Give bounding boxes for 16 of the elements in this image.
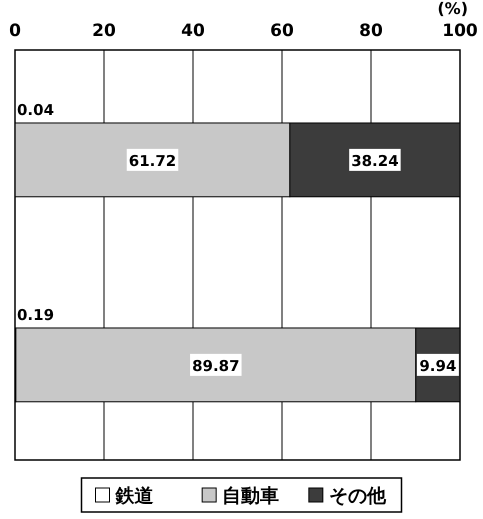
data-label: 0.04 [17, 100, 54, 119]
x-tick-label: 80 [359, 21, 383, 41]
x-tick-label: 60 [270, 21, 294, 41]
legend-label: 鉄道 [114, 485, 154, 507]
data-label: 89.87 [192, 356, 240, 375]
data-label: 0.19 [17, 306, 54, 324]
x-tick-label: 40 [181, 21, 205, 41]
x-tick-label: 20 [92, 21, 116, 41]
x-axis-title: (%) [437, 0, 468, 18]
x-tick-label: 100 [442, 21, 478, 41]
data-label: 61.72 [128, 152, 176, 170]
x-tick-label: 0 [9, 21, 22, 41]
legend-label: その他 [328, 485, 387, 507]
data-label: 9.94 [419, 356, 456, 375]
data-label: 38.24 [351, 152, 399, 170]
legend-label: 自動車 [222, 485, 280, 507]
